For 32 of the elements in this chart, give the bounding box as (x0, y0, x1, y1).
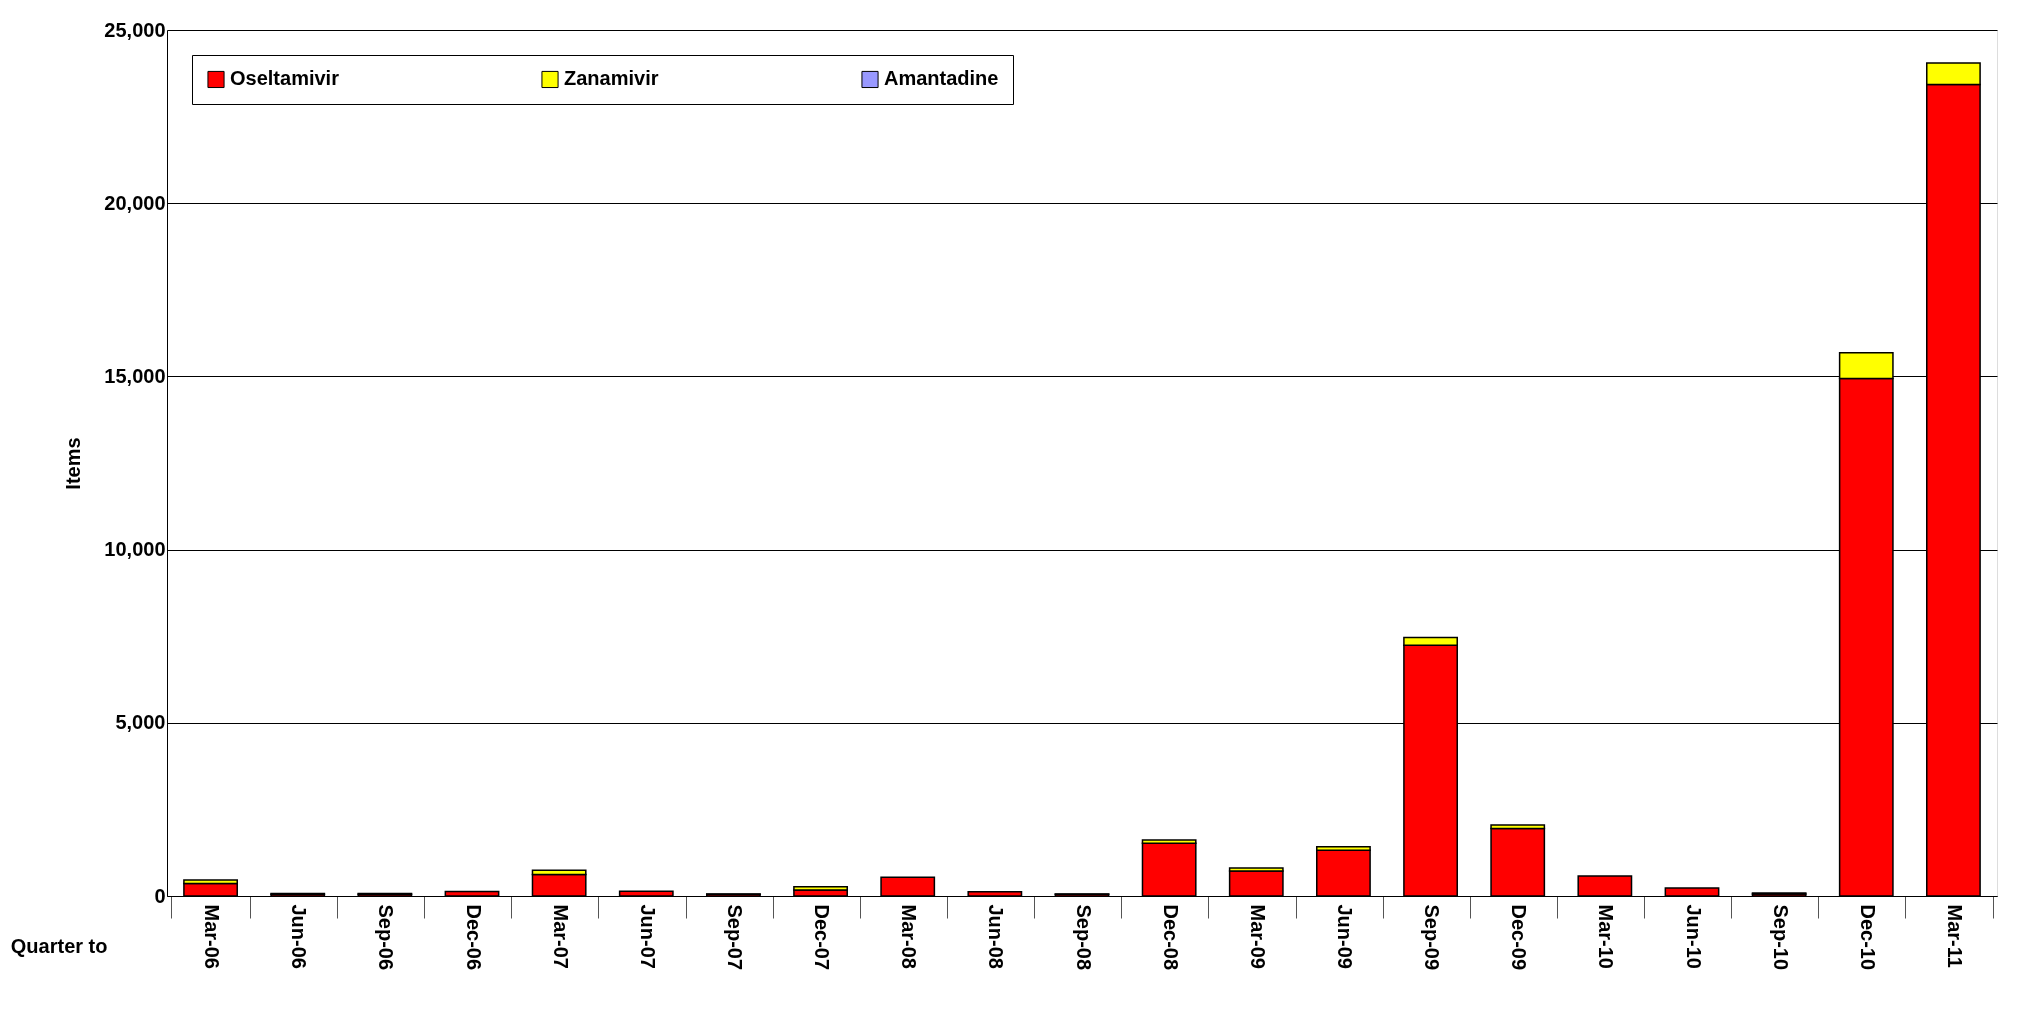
x-tick-label: Mar-07 (549, 904, 572, 969)
x-axis-title: Quarter to (10, 934, 108, 957)
x-tick-label: Sep-09 (1421, 904, 1444, 971)
x-tick-label: Mar-10 (1595, 904, 1618, 969)
x-tick-label: Jun-10 (1682, 904, 1705, 969)
x-tick-label: Dec-06 (462, 904, 485, 971)
x-tick-label: Sep-08 (1072, 904, 1095, 971)
x-tick-label: Dec-09 (1508, 904, 1531, 971)
x-tick-label: Sep-07 (723, 904, 746, 971)
y-tick-label: 15,000 (104, 364, 166, 387)
x-tick-label: Dec-07 (811, 904, 834, 971)
x-tick-label: Dec-10 (1856, 904, 1879, 971)
y-tick-label: 20,000 (104, 191, 166, 214)
x-tick-label: Sep-10 (1769, 904, 1792, 971)
x-tick-label: Mar-09 (1246, 904, 1269, 969)
x-tick-label: Jun-09 (1333, 904, 1356, 969)
y-tick-label: 10,000 (104, 538, 166, 561)
y-tick-label: 5,000 (115, 711, 166, 734)
x-tick-label: Jun-07 (636, 904, 659, 969)
x-tick-label: Sep-06 (375, 904, 398, 971)
x-tick-label: Jun-06 (288, 904, 311, 969)
legend-label: Amantadine (884, 67, 999, 90)
y-tick-label: 25,000 (104, 18, 166, 41)
legend-label: Oseltamivir (230, 67, 340, 90)
y-tick-label: 0 (154, 884, 166, 907)
x-tick-label: Dec-08 (1159, 904, 1182, 971)
x-tick-label: Mar-06 (201, 904, 224, 969)
y-axis-title: Items (62, 437, 85, 490)
x-tick-label: Jun-08 (985, 904, 1008, 969)
x-tick-label: Mar-11 (1943, 904, 1966, 968)
x-tick-label: Mar-08 (898, 904, 921, 969)
legend-label: Zanamivir (564, 67, 659, 90)
